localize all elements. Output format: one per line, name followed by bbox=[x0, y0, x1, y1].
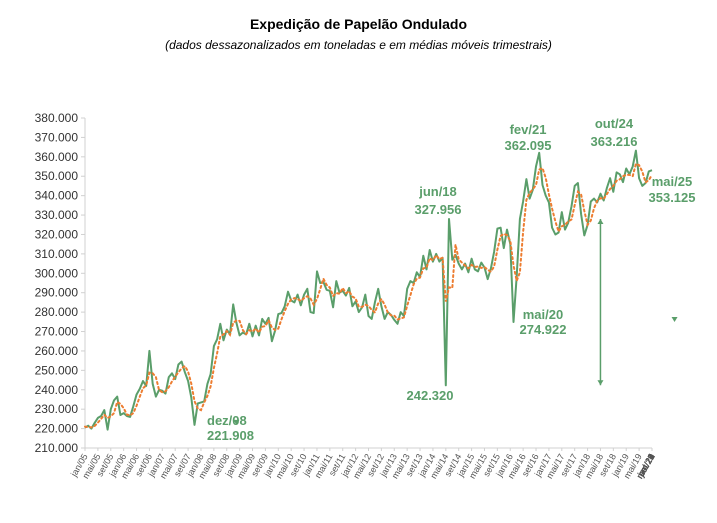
x-axis: jan/05mai/05set/05jan/06mai/06set/06jan/… bbox=[68, 447, 657, 480]
y-tick-label: 380.000 bbox=[35, 111, 79, 125]
annotation-label: jun/18 bbox=[418, 184, 457, 199]
y-tick-label: 270.000 bbox=[35, 325, 79, 339]
annotation-value: 242.320 bbox=[407, 388, 454, 403]
annotation-value: 327.956 bbox=[415, 202, 462, 217]
y-tick-label: 350.000 bbox=[35, 169, 79, 183]
y-tick-label: 220.000 bbox=[35, 422, 79, 436]
annotation-value: 362.095 bbox=[505, 138, 552, 153]
arrow-down-icon bbox=[597, 380, 604, 386]
y-tick-label: 370.000 bbox=[35, 130, 79, 144]
chart-title: Expedição de Papelão Ondulado bbox=[249, 16, 468, 32]
y-tick-label: 230.000 bbox=[35, 402, 79, 416]
annotation-label: mai/20 bbox=[523, 307, 563, 322]
y-tick-label: 300.000 bbox=[35, 266, 79, 280]
y-tick-label: 320.000 bbox=[35, 227, 79, 241]
y-tick-label: 360.000 bbox=[35, 150, 79, 164]
y-tick-label: 280.000 bbox=[35, 305, 79, 319]
plot-area bbox=[84, 149, 653, 431]
arrow-up-icon bbox=[597, 219, 604, 225]
annotation-label: fev/21 bbox=[510, 122, 547, 137]
y-tick-label: 340.000 bbox=[35, 189, 79, 203]
y-tick-label: 330.000 bbox=[35, 208, 79, 222]
y-tick-label: 260.000 bbox=[35, 344, 79, 358]
arrow-down-icon bbox=[671, 316, 678, 322]
annotation-label: dez/08 bbox=[207, 413, 247, 428]
annotation-value: 363.216 bbox=[591, 134, 638, 149]
chart-subtitle: (dados dessazonalizados em toneladas e e… bbox=[165, 38, 552, 52]
y-tick-label: 240.000 bbox=[35, 383, 79, 397]
annotation-label: mai/25 bbox=[652, 174, 692, 189]
y-tick-label: 210.000 bbox=[35, 441, 79, 455]
y-tick-label: 290.000 bbox=[35, 286, 79, 300]
arrow-down-icon bbox=[233, 419, 240, 425]
y-tick-label: 310.000 bbox=[35, 247, 79, 261]
annotation-value: 353.125 bbox=[649, 190, 696, 205]
annotation-value: 221.908 bbox=[207, 428, 254, 443]
y-axis: 210.000 220.000 230.000 240.000 250.000 260.0… bbox=[35, 111, 86, 455]
series-line-monthly bbox=[84, 149, 653, 431]
annotation-value: 274.922 bbox=[520, 322, 567, 337]
series-line-moving-average bbox=[84, 162, 653, 429]
annotation-label: out/24 bbox=[595, 116, 634, 131]
y-tick-label: 250.000 bbox=[35, 363, 79, 377]
